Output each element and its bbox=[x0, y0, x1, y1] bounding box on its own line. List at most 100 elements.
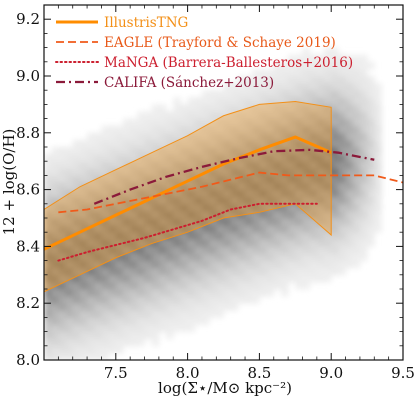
density-cell bbox=[122, 317, 131, 325]
density-cell bbox=[216, 225, 224, 233]
density-cell bbox=[345, 246, 354, 254]
density-cell bbox=[65, 182, 74, 191]
density-cell bbox=[324, 139, 332, 148]
density-cell bbox=[158, 125, 167, 134]
density-cell bbox=[324, 274, 332, 283]
density-cell bbox=[122, 246, 131, 254]
density-cell bbox=[51, 161, 59, 169]
density-cell bbox=[295, 61, 303, 70]
density-cell bbox=[252, 175, 260, 183]
density-cell bbox=[223, 161, 232, 169]
density-cell bbox=[324, 118, 332, 127]
density-cell bbox=[259, 239, 268, 247]
density-cell bbox=[187, 139, 196, 148]
density-cell bbox=[87, 168, 95, 176]
density-cell bbox=[72, 161, 81, 169]
density-cell bbox=[187, 154, 196, 162]
density-cell bbox=[108, 246, 117, 254]
density-cell bbox=[309, 68, 318, 77]
density-cell bbox=[237, 132, 246, 141]
density-cell bbox=[144, 317, 153, 325]
density-cell bbox=[94, 274, 102, 283]
density-cell bbox=[151, 225, 160, 233]
density-cell bbox=[309, 147, 318, 155]
density-cell bbox=[338, 83, 347, 91]
density-cell bbox=[280, 139, 289, 148]
density-cell bbox=[302, 139, 311, 148]
density-cell bbox=[101, 239, 110, 247]
density-cell bbox=[266, 196, 275, 205]
density-cell bbox=[209, 296, 217, 304]
density-cell bbox=[245, 218, 253, 226]
density-cell bbox=[44, 260, 52, 269]
density-cell bbox=[316, 210, 325, 219]
density-cell bbox=[101, 203, 110, 212]
density-cell bbox=[94, 147, 102, 155]
density-cell bbox=[79, 246, 88, 254]
density-cell bbox=[230, 118, 239, 127]
density-cell bbox=[166, 253, 174, 262]
density-cell bbox=[58, 324, 67, 333]
density-cell bbox=[345, 61, 354, 70]
density-cell bbox=[115, 161, 124, 169]
density-cell bbox=[338, 253, 347, 262]
density-cell bbox=[252, 203, 260, 212]
density-cell bbox=[72, 225, 81, 233]
density-cell bbox=[245, 225, 253, 233]
density-cell bbox=[151, 104, 160, 112]
density-cell bbox=[338, 132, 347, 141]
density-cell bbox=[280, 68, 289, 77]
density-cell bbox=[187, 203, 196, 212]
density-cell bbox=[324, 132, 332, 141]
density-cell bbox=[108, 338, 117, 347]
density-cell bbox=[144, 281, 153, 290]
density-cell bbox=[173, 203, 181, 212]
density-cell bbox=[216, 246, 224, 254]
density-cell bbox=[359, 139, 368, 148]
density-cell bbox=[230, 175, 239, 183]
density-cell bbox=[194, 210, 203, 219]
density-cell bbox=[79, 324, 88, 333]
density-cell bbox=[216, 90, 224, 98]
density-cell bbox=[230, 253, 239, 262]
density-cell bbox=[194, 161, 203, 169]
density-cell bbox=[309, 210, 318, 219]
density-cell bbox=[266, 90, 275, 98]
density-cell bbox=[280, 218, 289, 226]
density-blur-group bbox=[44, 47, 382, 360]
density-cell bbox=[359, 203, 368, 212]
density-cell bbox=[245, 125, 253, 134]
density-cell bbox=[144, 147, 153, 155]
density-cell bbox=[302, 118, 311, 127]
density-cell bbox=[345, 118, 354, 127]
density-cell bbox=[130, 147, 138, 155]
density-cell bbox=[187, 196, 196, 205]
density-cell bbox=[158, 147, 167, 155]
density-cell bbox=[187, 303, 196, 311]
density-cell bbox=[309, 232, 318, 240]
density-cell bbox=[87, 296, 95, 304]
density-cell bbox=[295, 104, 303, 112]
density-cell bbox=[94, 253, 102, 262]
density-cell bbox=[79, 218, 88, 226]
density-cell bbox=[44, 210, 52, 219]
density-cell bbox=[252, 76, 260, 84]
density-cell bbox=[252, 289, 260, 297]
y-tick-label: 9.0 bbox=[16, 67, 40, 85]
density-cell bbox=[295, 83, 303, 91]
density-cell bbox=[151, 218, 160, 226]
density-cell bbox=[115, 345, 124, 354]
density-cell bbox=[280, 210, 289, 219]
density-cell bbox=[173, 281, 181, 290]
density-cell bbox=[130, 175, 138, 183]
density-cell bbox=[187, 161, 196, 169]
density-cell bbox=[137, 303, 146, 311]
density-cell bbox=[302, 246, 311, 254]
density-cell bbox=[295, 281, 303, 290]
density-cell bbox=[374, 104, 382, 112]
density-cell bbox=[101, 154, 110, 162]
density-cell bbox=[51, 303, 59, 311]
density-cell bbox=[331, 218, 339, 226]
density-cell bbox=[295, 239, 303, 247]
density-cell bbox=[237, 104, 246, 112]
